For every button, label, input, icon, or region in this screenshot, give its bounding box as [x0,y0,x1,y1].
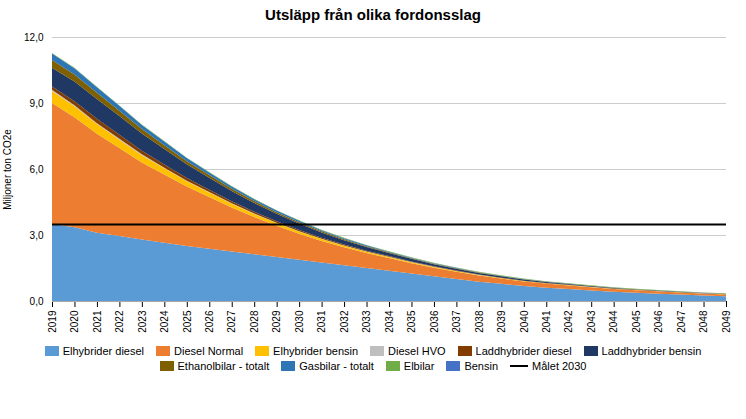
html-text:Laddhybrider diesel: Laddhybrider diesel [475,345,572,357]
svg-text:2024: 2024 [159,310,170,333]
svg-text:2036: 2036 [429,310,440,333]
svg-text:2043: 2043 [586,310,597,333]
html-text:Bensin: Bensin [464,360,498,372]
svg-text:0,0: 0,0 [30,296,44,307]
svg-text:2035: 2035 [406,310,417,333]
svg-text:2025: 2025 [182,310,193,333]
svg-text:2037: 2037 [451,310,462,333]
svg-text:2041: 2041 [541,310,552,333]
svg-text:2027: 2027 [226,310,237,333]
svg-text:2021: 2021 [92,310,103,333]
html-text:Laddhybrider bensin: Laddhybrider bensin [601,345,702,357]
svg-text:2026: 2026 [204,310,215,333]
svg-text:2032: 2032 [339,310,350,333]
svg-text:3,0: 3,0 [30,230,44,241]
svg-text:2031: 2031 [316,310,327,333]
svg-text:12,0: 12,0 [24,32,44,43]
html-text:Diesel Normal: Diesel Normal [174,345,244,357]
html-text:Gasbilar - totalt: Gasbilar - totalt [299,360,374,372]
svg-text:2048: 2048 [698,310,709,333]
html-text:Elhybrider bensin: Elhybrider bensin [273,345,359,357]
html-text:Målet 2030: Målet 2030 [532,360,587,372]
svg-text:2019: 2019 [47,310,58,333]
html-text:Diesel HVO: Diesel HVO [388,345,446,357]
svg-text:Miljoner ton CO2e: Miljoner ton CO2e [2,129,13,210]
html-text:Elbilar: Elbilar [403,360,435,372]
html-text:Ethanolbilar - totalt: Ethanolbilar - totalt [177,360,270,372]
svg-text:2033: 2033 [361,310,372,333]
svg-text:2030: 2030 [294,310,305,333]
svg-text:2040: 2040 [519,310,530,333]
svg-text:2034: 2034 [384,310,395,333]
svg-text:2023: 2023 [137,310,148,333]
svg-text:2038: 2038 [474,310,485,333]
svg-text:2028: 2028 [249,310,260,333]
svg-text:2045: 2045 [631,310,642,333]
html-text:Utsläpp från olika fordonsslag: Utsläpp från olika fordonsslag [265,6,481,23]
svg-text:6,0: 6,0 [30,164,44,175]
html-text:Elhybrider diesel: Elhybrider diesel [62,345,144,357]
svg-text:2022: 2022 [114,310,125,333]
svg-text:2039: 2039 [496,310,507,333]
svg-text:2047: 2047 [676,310,687,333]
svg-text:2049: 2049 [721,310,732,333]
svg-text:2042: 2042 [563,310,574,333]
svg-text:2029: 2029 [271,310,282,333]
svg-text:2046: 2046 [653,310,664,333]
svg-text:9,0: 9,0 [30,98,44,109]
svg-text:2044: 2044 [608,310,619,333]
svg-text:2020: 2020 [69,310,80,333]
